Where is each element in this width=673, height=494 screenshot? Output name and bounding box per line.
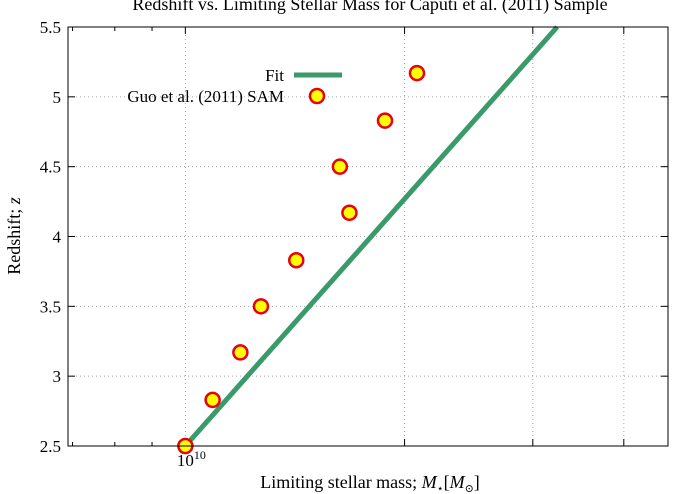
y-tick-label: 5 bbox=[53, 88, 62, 107]
x-axis-label-unit-subscript: ⊙ bbox=[465, 483, 474, 494]
plot-frame bbox=[67, 26, 669, 447]
fit-line bbox=[183, 25, 560, 448]
x-axis-label-bracket-open: [ bbox=[444, 472, 450, 492]
x-axis-label: Limiting stellar mass; M⋆[M⊙] bbox=[260, 472, 480, 494]
legend-label-fit: Fit bbox=[265, 66, 284, 85]
y-axis-label-prefix: Redshift; bbox=[4, 204, 24, 275]
x-tick-label: 1010 bbox=[177, 448, 206, 470]
x-axis-label-unit: M bbox=[449, 472, 466, 492]
chart-title: Redshift vs. Limiting Stellar Mass for C… bbox=[132, 0, 607, 15]
y-tick-label: 4 bbox=[53, 228, 62, 247]
data-point bbox=[252, 298, 270, 315]
data-point bbox=[376, 112, 394, 129]
x-tick-label-exponent: 10 bbox=[194, 448, 206, 462]
data-point bbox=[408, 64, 426, 82]
x-axis-ticks: 1010 bbox=[72, 27, 625, 470]
legend-swatch-sam bbox=[308, 87, 326, 105]
x-axis-label-subscript: ⋆ bbox=[437, 483, 444, 494]
x-tick-label-base: 10 bbox=[177, 451, 194, 470]
data-point bbox=[288, 251, 305, 269]
data-point bbox=[341, 204, 358, 222]
data-point bbox=[204, 391, 221, 409]
y-tick-label: 4.5 bbox=[40, 158, 61, 177]
data-point bbox=[331, 158, 349, 175]
x-axis-label-bracket-close: ] bbox=[474, 472, 480, 492]
y-tick-label: 5.5 bbox=[40, 18, 61, 37]
series-layer bbox=[177, 25, 560, 455]
y-axis-label: Redshift; z bbox=[4, 197, 24, 275]
y-tick-label: 2.5 bbox=[40, 437, 61, 456]
y-axis-ticks: 2.5 3 3.5 4 4.5 5 5.5 bbox=[40, 18, 668, 456]
y-tick-label: 3 bbox=[53, 367, 62, 386]
legend: Fit Guo et al. (2011) SAM bbox=[127, 66, 342, 106]
x-axis-label-symbol: M bbox=[421, 472, 438, 492]
y-axis-label-symbol: z bbox=[4, 197, 24, 205]
y-tick-label: 3.5 bbox=[40, 297, 61, 316]
legend-label-sam: Guo et al. (2011) SAM bbox=[127, 87, 284, 106]
data-point bbox=[232, 344, 249, 361]
x-axis-label-prefix: Limiting stellar mass; bbox=[260, 472, 421, 492]
